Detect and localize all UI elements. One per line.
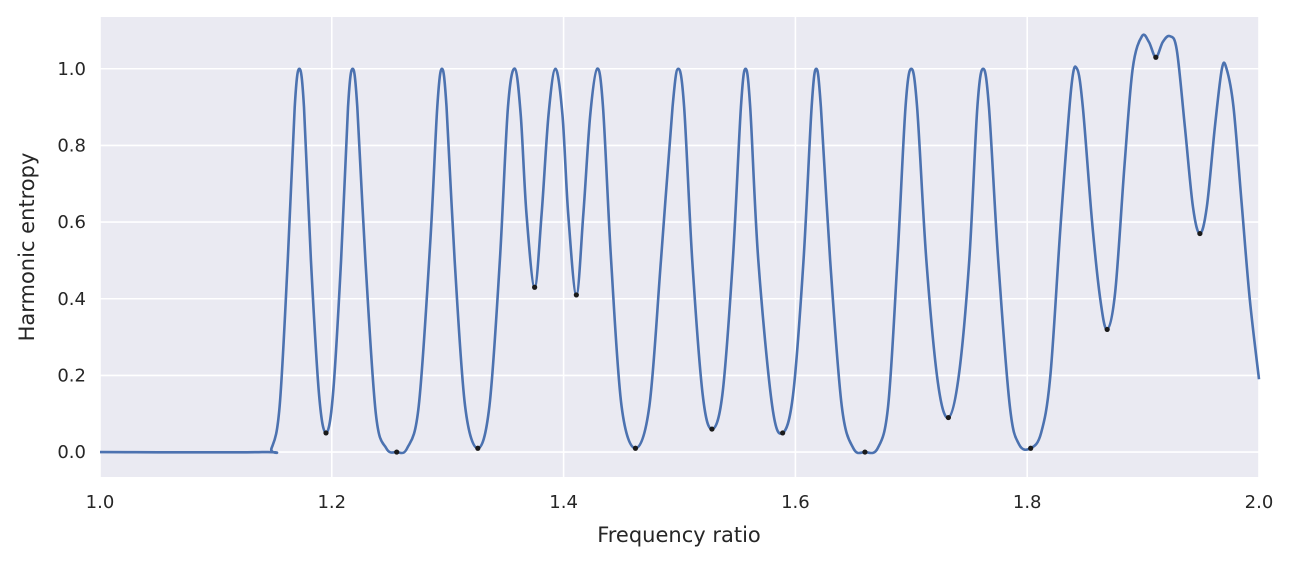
y-tick-label: 0.6	[57, 212, 86, 233]
minimum-point	[1197, 230, 1203, 237]
minimum-point	[632, 445, 639, 451]
minimum-point	[573, 292, 579, 298]
y-axis-label: Harmonic entropy	[15, 153, 39, 342]
x-tick-label: 1.6	[781, 492, 810, 513]
y-tick-label: 0.2	[57, 365, 86, 386]
minimum-point	[862, 449, 868, 455]
minimum-point	[780, 430, 786, 436]
plot-area	[100, 17, 1259, 477]
x-tick-label: 2.0	[1245, 492, 1274, 513]
minimum-point	[475, 445, 481, 451]
minimum-point	[394, 449, 400, 455]
x-tick-label: 1.2	[317, 492, 346, 513]
y-tick-label: 0.8	[57, 135, 86, 156]
minimum-point	[1028, 445, 1034, 451]
minimum-point	[532, 284, 538, 290]
y-tick-label: 0.4	[57, 289, 86, 310]
x-axis-ticks: 1.0 1.2 1.4 1.6 1.8 2.0	[86, 492, 1274, 513]
minima-markers	[323, 54, 1203, 455]
y-axis-ticks: 0.0 0.2 0.4 0.6 0.8 1.0	[57, 59, 86, 463]
minimum-point	[323, 430, 329, 436]
minimum-point	[709, 426, 715, 432]
x-tick-label: 1.0	[86, 492, 115, 513]
minimum-point	[1153, 54, 1159, 60]
series-layer	[99, 33, 1261, 455]
x-axis-label: Frequency ratio	[597, 523, 761, 547]
x-tick-label: 1.8	[1013, 492, 1042, 513]
minimum-point	[945, 414, 951, 421]
y-tick-label: 0.0	[57, 442, 86, 463]
x-tick-label: 1.4	[549, 492, 578, 513]
minimum-point	[1104, 326, 1110, 333]
series-line	[99, 33, 1261, 455]
y-tick-label: 1.0	[57, 59, 86, 80]
